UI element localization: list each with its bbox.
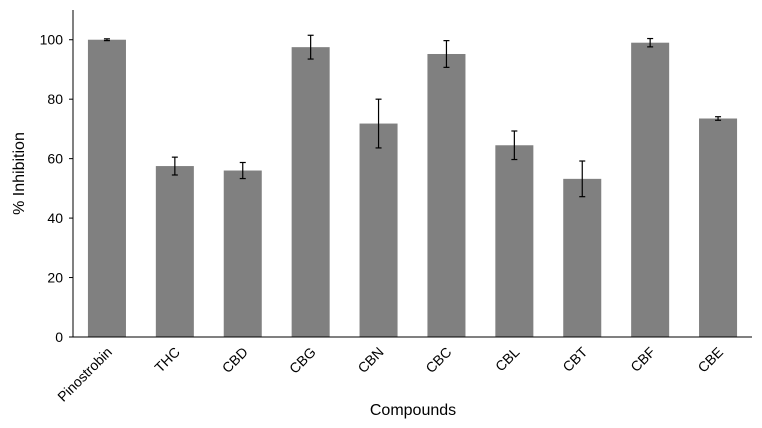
x-axis-title: Compounds <box>370 402 456 419</box>
bar-cbn <box>359 123 398 337</box>
bar-pinostrobin <box>87 39 126 338</box>
x-tick-label-cbn: CBN <box>354 344 386 376</box>
y-tick-labels: 0 20 40 60 80 100 <box>40 32 73 345</box>
error-bar-cbg <box>307 34 314 60</box>
error-bar-cbl <box>511 130 518 161</box>
y-tick-label: 20 <box>47 270 63 286</box>
x-tick-label-cbl: CBL <box>492 344 523 375</box>
bar-cbd <box>223 170 262 337</box>
y-axis-title: % Inhibition <box>11 132 28 215</box>
x-tick-label-pinostrobin: Pinostrobin <box>54 344 115 405</box>
y-tick-label: 40 <box>47 210 63 226</box>
x-tick-label-cbt: CBT <box>559 343 590 374</box>
x-tick-label-cbf: CBF <box>627 344 658 375</box>
error-bar-cbd <box>239 161 246 180</box>
y-tick-label: 80 <box>47 91 63 107</box>
x-tick-label-cbd: CBD <box>219 344 251 376</box>
bar-cbl <box>495 145 534 337</box>
y-tick-label: 100 <box>40 32 64 48</box>
x-tick-label-thc: THC <box>151 344 183 376</box>
bar-cbg <box>291 47 330 338</box>
error-bar-cbe <box>715 116 722 121</box>
bar-cbc <box>427 53 466 337</box>
x-tick-label-cbe: CBE <box>694 344 726 376</box>
bar-cbf <box>631 42 670 337</box>
error-bar-thc <box>171 156 178 176</box>
x-tick-labels: Pinostrobin THC CBD CBG CBN CBC CBL CBT CBF CBE <box>54 343 726 404</box>
x-tick-label-cbc: CBC <box>422 344 454 376</box>
error-bar-cbn <box>375 98 382 149</box>
y-tick-label: 60 <box>47 151 63 167</box>
error-bar-cbc <box>443 40 450 68</box>
bar-cbt <box>563 178 602 337</box>
bar-cbe <box>699 118 738 337</box>
error-bar-pinostrobin <box>103 38 110 42</box>
plot-area <box>87 34 738 338</box>
axes <box>72 10 752 338</box>
y-tick-label: 0 <box>55 329 63 345</box>
x-tick-label-cbg: CBG <box>286 344 319 377</box>
error-bar-cbt <box>579 160 586 198</box>
bar-thc <box>155 166 194 337</box>
error-bar-cbf <box>647 37 654 48</box>
